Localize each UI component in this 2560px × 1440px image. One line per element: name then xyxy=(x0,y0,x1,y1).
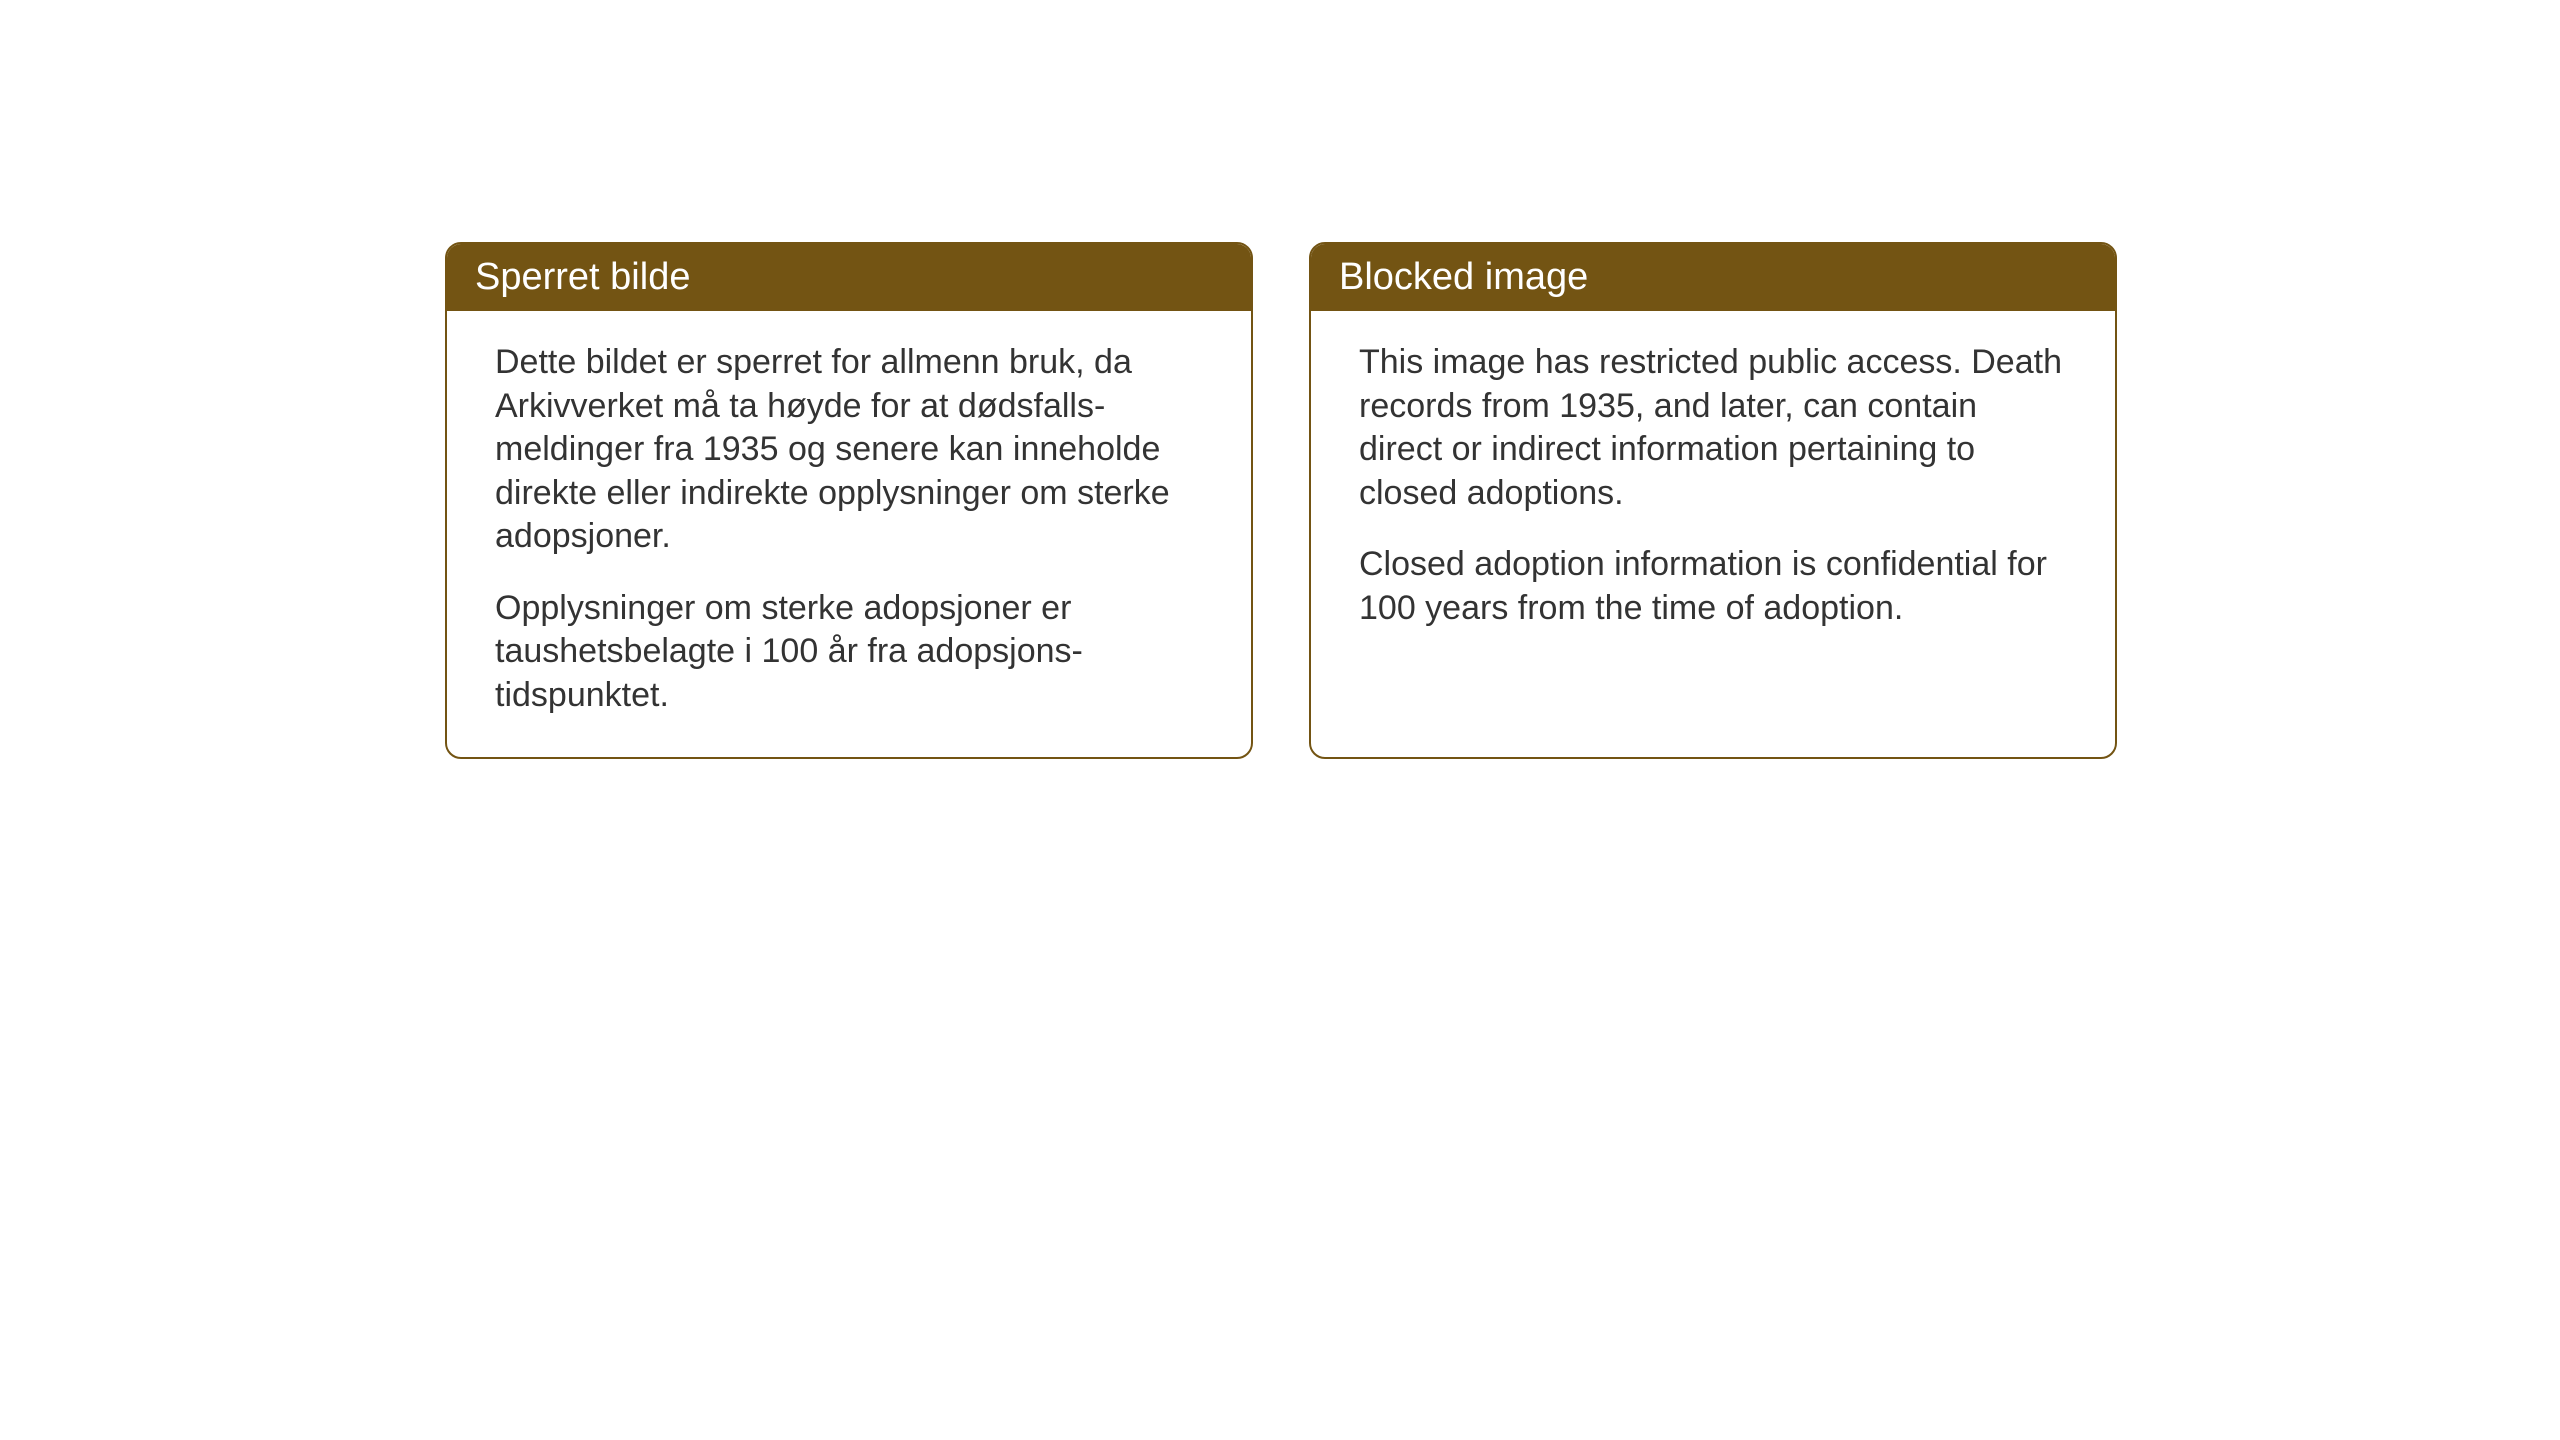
norwegian-paragraph-2: Opplysninger om sterke adopsjoner er tau… xyxy=(495,587,1203,718)
english-card-title: Blocked image xyxy=(1311,244,2115,311)
english-notice-card: Blocked image This image has restricted … xyxy=(1309,242,2117,759)
notice-cards-container: Sperret bilde Dette bildet er sperret fo… xyxy=(445,242,2117,759)
norwegian-card-body: Dette bildet er sperret for allmenn bruk… xyxy=(447,311,1251,757)
norwegian-paragraph-1: Dette bildet er sperret for allmenn bruk… xyxy=(495,341,1203,559)
english-paragraph-2: Closed adoption information is confident… xyxy=(1359,543,2067,630)
norwegian-card-title: Sperret bilde xyxy=(447,244,1251,311)
english-card-body: This image has restricted public access.… xyxy=(1311,311,2115,670)
english-paragraph-1: This image has restricted public access.… xyxy=(1359,341,2067,515)
norwegian-notice-card: Sperret bilde Dette bildet er sperret fo… xyxy=(445,242,1253,759)
